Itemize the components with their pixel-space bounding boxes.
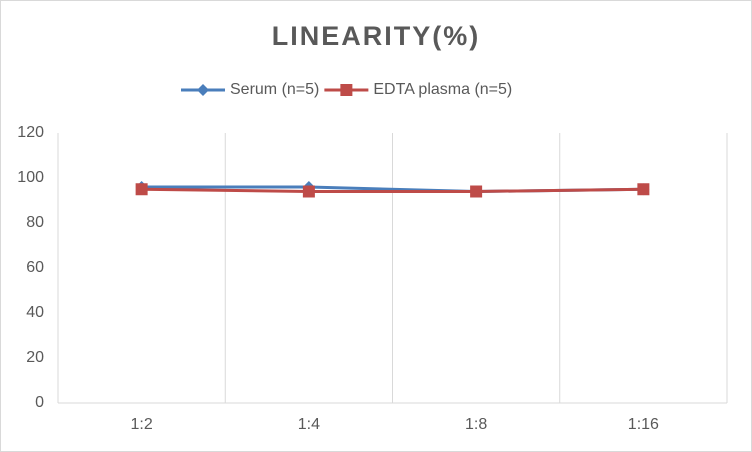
y-tick-label: 80 — [26, 214, 44, 231]
x-tick-label: 1:8 — [465, 416, 487, 433]
legend-label: EDTA plasma (n=5) — [373, 81, 512, 98]
point — [302, 185, 315, 198]
point — [135, 183, 148, 196]
y-tick-label: 100 — [17, 169, 44, 186]
legend-label: Serum (n=5) — [230, 81, 319, 98]
point — [637, 183, 650, 196]
x-tick-label: 1:4 — [298, 416, 320, 433]
point — [470, 185, 483, 198]
x-tick-label: 1:16 — [628, 416, 659, 433]
x-tick-label: 1:2 — [131, 416, 153, 433]
y-tick-label: 0 — [35, 394, 44, 411]
y-tick-label: 120 — [17, 124, 44, 141]
series-line — [141, 187, 644, 193]
legend-marker — [340, 84, 353, 96]
y-tick-label: 60 — [26, 259, 44, 276]
y-tick-label: 20 — [26, 349, 44, 366]
legend-marker — [197, 84, 209, 96]
y-tick-label: 40 — [26, 304, 44, 321]
chart-title: LINEARITY(%) — [272, 21, 481, 51]
